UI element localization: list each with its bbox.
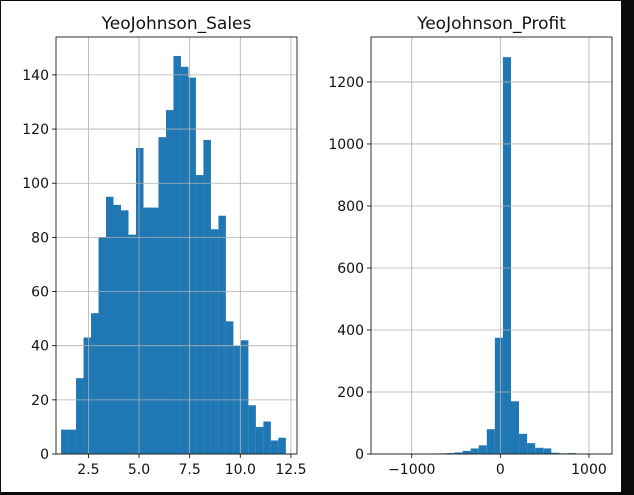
histogram-bar (502, 57, 511, 455)
axes-frame (55, 36, 298, 455)
histogram-bar (76, 378, 84, 454)
y-tick-label: 0 (40, 447, 49, 463)
y-tick-label: 140 (22, 68, 49, 84)
y-tick-label: 200 (337, 385, 364, 401)
histogram-bar (136, 148, 144, 454)
chart-title: YeoJohnson_Sales (101, 14, 252, 34)
y-tick-label: 100 (22, 176, 49, 192)
chart-title: YeoJohnson_Profit (416, 14, 566, 34)
x-tick-label: 10.0 (225, 462, 256, 478)
histogram-bar (535, 447, 544, 454)
histogram-bar (567, 453, 576, 454)
y-tick-label: 120 (22, 122, 49, 138)
histogram-bar (510, 401, 520, 454)
histogram-bar (527, 443, 536, 454)
histogram-bar (478, 445, 487, 454)
histogram-bar (143, 207, 151, 454)
histogram-bar (446, 453, 455, 454)
histogram-bar (106, 196, 114, 454)
x-tick-label: 7.5 (179, 462, 201, 478)
histogram-bar (150, 207, 159, 454)
histogram-bar (248, 405, 256, 454)
histogram-bar (158, 137, 166, 454)
histogram-bar (470, 448, 479, 454)
histogram-bar (551, 452, 560, 454)
y-tick-label: 40 (31, 339, 49, 355)
histogram-bar (91, 313, 99, 454)
profit-histogram: YeoJohnson_Profit −1000 0 1000 0 200 400 600 80… (328, 14, 613, 478)
histogram-bar (210, 229, 219, 454)
x-tick-label: 12.5 (275, 462, 306, 478)
sales-histogram: YeoJohnson_Sales 2.5 5.0 7.5 10.0 12.5 0 20 40 6… (22, 14, 306, 478)
y-tick-label: 400 (337, 323, 364, 339)
histogram-bar (83, 337, 92, 454)
histogram-bar (195, 175, 204, 454)
x-tick-label: 0 (496, 462, 505, 478)
histogram-bar (218, 215, 226, 454)
histogram-bar (255, 426, 264, 454)
histogram-bar (270, 440, 279, 454)
histogram-bar (519, 433, 528, 454)
histogram-bar (462, 450, 471, 454)
histogram-bar (278, 437, 286, 454)
y-tick-label: 20 (31, 393, 49, 409)
x-tick-label: 1000 (571, 462, 607, 478)
histogram-bar (225, 321, 234, 454)
histogram-bar (188, 77, 196, 455)
histogram-bar (121, 210, 129, 454)
histogram-bar (128, 234, 136, 454)
histogram-bar (454, 452, 463, 454)
y-tick-label: 0 (355, 447, 364, 463)
histogram-bar (203, 139, 211, 454)
histogram-bar (263, 421, 271, 454)
histogram-bar (68, 429, 77, 454)
y-tick-label: 800 (337, 199, 364, 215)
y-tick-label: 60 (31, 285, 49, 301)
x-tick-label: −1000 (388, 462, 435, 478)
histogram-bar (165, 110, 174, 455)
histogram-bar (543, 448, 552, 454)
y-tick-label: 600 (337, 261, 364, 277)
x-tick-label: 5.0 (128, 462, 150, 478)
axes-frame (370, 36, 613, 455)
histogram-bar (240, 340, 249, 454)
histogram-bar (61, 429, 69, 454)
histogram-bar (486, 429, 495, 454)
histogram-bar (113, 204, 122, 454)
x-tick-label: 2.5 (77, 462, 99, 478)
y-tick-label: 1000 (328, 137, 364, 153)
histogram-bar (494, 337, 503, 454)
histogram-bar (180, 66, 189, 454)
histogram-bar (173, 55, 181, 454)
y-tick-label: 1200 (328, 75, 364, 91)
y-tick-label: 80 (31, 230, 49, 246)
